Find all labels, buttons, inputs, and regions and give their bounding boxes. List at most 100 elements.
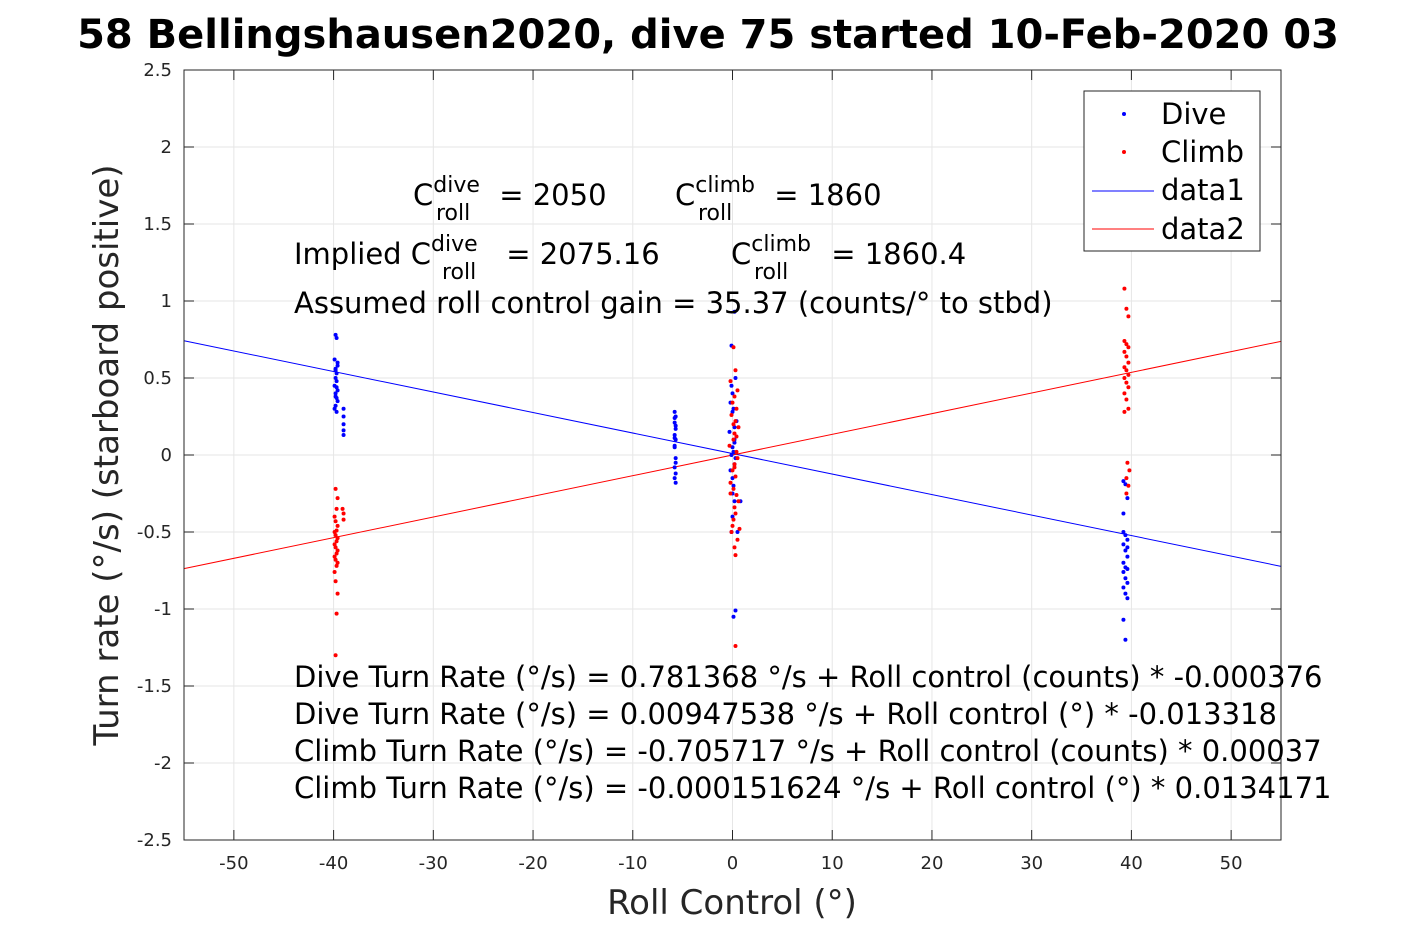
climb-point (734, 493, 739, 498)
climb-point (732, 431, 737, 436)
climb-point (731, 517, 736, 522)
climb-point (734, 449, 739, 454)
climb-point (332, 514, 337, 519)
climb-point (335, 496, 340, 501)
climb-point (733, 474, 738, 479)
dive-point (334, 385, 339, 390)
dive-point (335, 399, 340, 404)
climb-point (733, 643, 738, 648)
climb-point (729, 412, 734, 417)
y-tick-label: 0.5 (143, 368, 172, 389)
dive-point (730, 409, 735, 414)
axis-ticks: -50 -40 -30 -20 -10 0 10 20 30 40 50-2.5-2-1.5-1-0… (137, 60, 1281, 874)
climb-point (1122, 409, 1127, 414)
climb-point (1124, 380, 1129, 385)
dive-point (672, 432, 677, 437)
climb-point (1125, 460, 1130, 465)
climb-point (1122, 286, 1127, 291)
climb-point (1126, 314, 1131, 319)
legend: Dive Climb data1 data2 (1083, 90, 1261, 252)
climb-point (736, 499, 741, 504)
dive-point (731, 614, 736, 619)
dive-point (341, 428, 346, 433)
dive-point (1121, 530, 1126, 534)
dive-point (732, 499, 737, 504)
roll-gain-annotation: Assumed roll control gain = 35.37 (count… (294, 286, 1053, 320)
dive-point (1123, 576, 1128, 581)
climb-point (341, 511, 346, 516)
x-tick-label: 50 (1220, 853, 1243, 874)
c-roll-climb-base: C (675, 178, 695, 212)
dive-point (672, 409, 677, 414)
dive-point (1121, 542, 1126, 547)
climb-point (733, 419, 738, 424)
climb-point (732, 545, 737, 550)
climb-point (332, 530, 337, 534)
dive-point (731, 483, 736, 488)
dive-point (672, 476, 677, 481)
dive-point (341, 432, 346, 437)
dive-point (1123, 548, 1128, 553)
dive-point (1123, 482, 1128, 487)
implied-dive-sub: roll (442, 260, 476, 285)
climb-point (334, 563, 339, 568)
climb-point (335, 523, 340, 528)
c-roll-climb-annotation: Cclimb roll = 1860 (675, 173, 882, 226)
y-tick-label: 1.5 (143, 214, 172, 235)
climb-point (332, 554, 337, 559)
dive-point (333, 391, 338, 396)
dive-counts-equation: Dive Turn Rate (°/s) = 0.781368 °/s + Ro… (294, 660, 1322, 694)
dive-point (735, 530, 740, 534)
x-tick-label: 30 (1020, 853, 1043, 874)
c-roll-dive-value: = 2050 (490, 178, 607, 212)
climb-point (1127, 468, 1132, 473)
dive-point (672, 420, 677, 425)
climb-point (728, 480, 733, 485)
y-tick-label: 1 (161, 291, 172, 312)
dive-point (334, 371, 339, 376)
climb-point (333, 579, 338, 584)
dive-point (1121, 511, 1126, 516)
c-roll-dive-sub: roll (436, 201, 470, 226)
climb-point (1122, 339, 1127, 344)
x-tick-label: 20 (921, 853, 944, 874)
dive-point (1125, 580, 1130, 585)
climb-point (727, 443, 732, 448)
dive-point (672, 436, 677, 441)
y-tick-label: 0 (161, 445, 172, 466)
legend-dive-marker (1122, 112, 1126, 116)
legend-climb-marker (1122, 150, 1126, 154)
dive-point (1123, 533, 1128, 538)
y-tick-label: 2.5 (143, 60, 172, 81)
dive-point (334, 409, 339, 414)
climb-point (732, 465, 737, 470)
legend-box (1083, 90, 1261, 252)
c-roll-dive-sup: dive (433, 173, 480, 198)
y-tick-label: -1.5 (137, 676, 172, 697)
climb-point (1126, 406, 1131, 411)
legend-climb-label: Climb (1161, 135, 1244, 169)
climb-point (730, 400, 735, 405)
implied-dive-sup: dive (431, 232, 478, 257)
dive-point (732, 440, 737, 445)
y-axis-label: Turn rate (°/s) (starboard positive) (87, 164, 127, 746)
implied-climb-sup: climb (751, 232, 811, 257)
climb-point (1122, 349, 1127, 354)
dive-point (333, 394, 338, 399)
dive-point (672, 443, 677, 448)
dive-point (673, 423, 678, 428)
y-tick-label: -0.5 (137, 522, 172, 543)
c-roll-climb-sup: climb (695, 173, 755, 198)
dive-point (730, 391, 735, 396)
dive-point (730, 445, 735, 450)
x-tick-label: 10 (821, 853, 844, 874)
dive-point (1125, 537, 1130, 542)
climb-point (334, 611, 339, 616)
y-tick-label: -2.5 (137, 830, 172, 851)
climb-point (731, 345, 736, 350)
climb-point (733, 553, 738, 558)
climb-point (730, 468, 735, 473)
dive-point (731, 406, 736, 411)
climb-point (733, 511, 738, 516)
climb-point (340, 506, 345, 511)
